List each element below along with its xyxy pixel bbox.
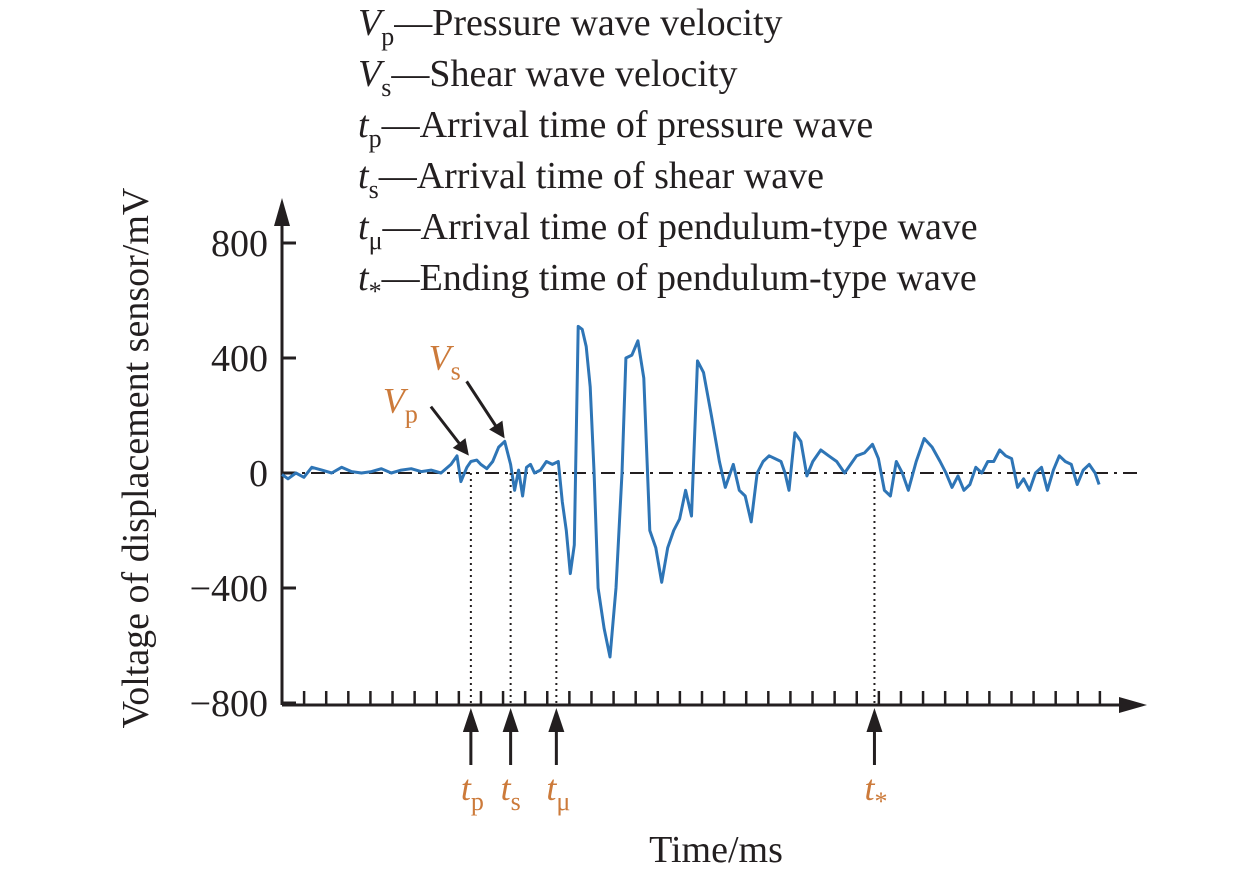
y-axis-label: Voltage of displacement sensor/mV xyxy=(115,187,157,728)
marker-arrowhead xyxy=(502,708,519,732)
marker-arrowhead xyxy=(548,708,565,732)
marker-label: t* xyxy=(864,768,887,816)
callout-label: Vp xyxy=(383,381,418,429)
y-tick-label: −800 xyxy=(190,683,268,725)
marker-label: ts xyxy=(501,768,521,816)
legend-entry: tμ—Arrival time of pendulum-type wave xyxy=(358,206,978,255)
marker-arrowhead xyxy=(462,708,479,732)
marker-label: tμ xyxy=(546,768,570,816)
callout-arrowhead xyxy=(489,420,505,439)
callout-label: Vs xyxy=(429,337,461,385)
legend-entry: tp—Arrival time of pressure wave xyxy=(358,104,873,153)
callout-arrowhead xyxy=(452,438,469,456)
x-axis-label: Time/ms xyxy=(649,829,783,871)
y-tick-label: 800 xyxy=(211,223,268,265)
x-axis-arrow xyxy=(1119,697,1147,713)
x-ticks xyxy=(302,691,1102,705)
callout-arrow xyxy=(465,380,502,435)
legend-entry: t*—Ending time of pendulum-type wave xyxy=(358,257,977,306)
legend-entry: Vs—Shear wave velocity xyxy=(358,53,737,102)
y-tick-label: −400 xyxy=(190,568,268,610)
y-tick-label: 0 xyxy=(249,453,268,495)
y-tick-label: 400 xyxy=(211,338,268,380)
legend-entry: Vp—Pressure wave velocity xyxy=(358,2,783,51)
marker-arrowhead xyxy=(866,708,883,732)
series-line xyxy=(281,324,1101,659)
y-axis-arrow xyxy=(274,198,290,226)
legend-entry: ts—Arrival time of shear wave xyxy=(358,155,824,204)
marker-label: tp xyxy=(461,768,484,816)
time-markers: tp ts tμ t* xyxy=(461,473,887,816)
y-ticks: 800 400 0 −400 −800 xyxy=(190,223,296,725)
